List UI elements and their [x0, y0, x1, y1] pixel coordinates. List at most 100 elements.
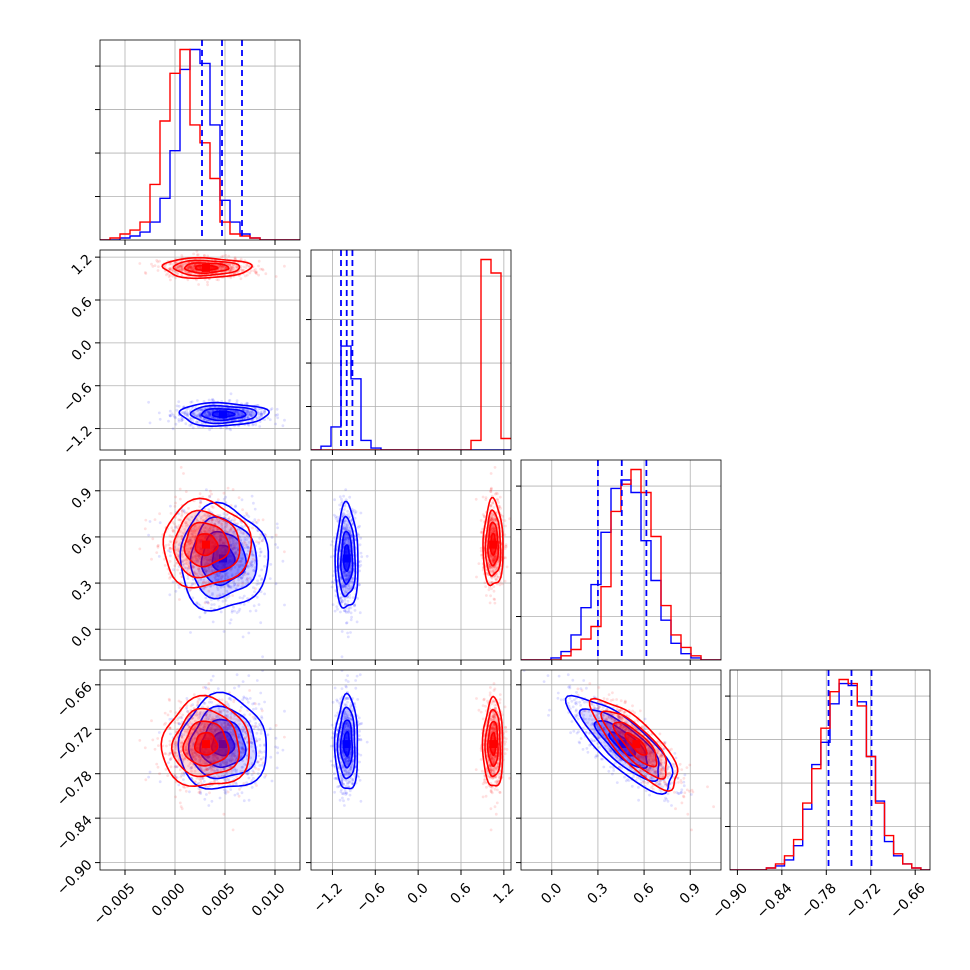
sample-point [344, 609, 348, 613]
sample-point [169, 504, 172, 508]
sample-point [244, 266, 248, 269]
sample-point [210, 492, 213, 496]
sample-point [192, 565, 196, 569]
sample-point [230, 609, 234, 613]
sample-point [201, 408, 205, 412]
sample-point [229, 788, 233, 791]
sample-point [201, 705, 205, 709]
sample-point [181, 759, 185, 762]
sample-point [175, 526, 179, 529]
sample-point [257, 414, 261, 418]
sample-point [181, 549, 185, 553]
sample-point [490, 486, 493, 490]
histogram-red-2 [521, 468, 721, 660]
sample-point [489, 488, 493, 491]
sample-point [178, 497, 182, 501]
contour-line [334, 500, 359, 609]
sample-point [182, 778, 185, 781]
sample-point [233, 505, 237, 509]
sample-point [353, 603, 357, 607]
sample-point [173, 505, 177, 508]
sample-point [250, 550, 254, 554]
sample-point [234, 770, 238, 774]
sample-point [180, 774, 184, 777]
sample-point [344, 528, 347, 532]
sample-point [232, 541, 235, 545]
sample-point [229, 544, 233, 547]
sample-point [190, 539, 194, 543]
sample-point [343, 504, 347, 508]
sample-point [336, 515, 339, 519]
sample-point [349, 606, 353, 610]
sample-point [182, 510, 186, 514]
sample-point [251, 563, 254, 567]
sample-point [236, 413, 240, 417]
sample-point [228, 540, 232, 544]
sample-point [219, 586, 223, 589]
sample-point [251, 769, 255, 773]
sample-point [259, 724, 262, 728]
sample-point [167, 761, 170, 764]
sample-point [221, 265, 225, 269]
sample-point [237, 565, 241, 569]
sample-point [260, 568, 263, 572]
sample-point [259, 412, 263, 416]
sample-point [168, 540, 172, 543]
sample-point [189, 409, 192, 412]
sample-point [184, 559, 187, 562]
sample-point [231, 265, 235, 269]
sample-point [283, 264, 286, 268]
sample-point [167, 572, 171, 576]
sample-point [186, 540, 190, 544]
sample-point [344, 577, 348, 581]
panel-3-0: −0.90−0.84−0.78−0.72−0.66−0.005 0.000 0.00… [54, 669, 301, 928]
sample-point [163, 557, 166, 561]
sample-point [198, 572, 202, 576]
histogram-red-0 [100, 48, 300, 240]
sample-point [243, 274, 247, 278]
sample-point [168, 547, 172, 550]
sample-point [210, 765, 213, 769]
sample-point [248, 609, 252, 613]
sample-point [236, 266, 239, 269]
sample-point [183, 772, 186, 775]
sample-point [246, 264, 250, 267]
sample-point [489, 504, 493, 507]
sample-point [489, 490, 493, 493]
sample-point [169, 414, 172, 418]
sample-point [263, 700, 266, 704]
sample-point [174, 525, 178, 528]
sample-point [207, 410, 210, 414]
sample-point [179, 264, 183, 268]
sample-point [147, 775, 151, 779]
sample-point [349, 611, 353, 615]
contour-line [172, 259, 241, 277]
sample-point [168, 550, 172, 554]
sample-point [489, 472, 493, 475]
sample-point [195, 713, 199, 716]
contour-line [336, 515, 357, 598]
sample-point [216, 756, 219, 760]
sample-point [191, 426, 195, 430]
sample-point [198, 555, 201, 559]
sample-point [241, 729, 245, 733]
sample-point [194, 751, 197, 755]
sample-point [195, 253, 199, 257]
sample-point [186, 411, 189, 415]
sample-point [180, 575, 184, 578]
sample-point [191, 266, 195, 270]
sample-point [215, 728, 218, 732]
sample-point [209, 527, 212, 530]
sample-point [175, 408, 179, 412]
sample-point [191, 566, 195, 569]
sample-point [192, 264, 196, 267]
sample-point [493, 601, 497, 605]
sample-point [345, 621, 349, 625]
sample-point [185, 562, 189, 566]
sample-point [227, 778, 231, 782]
sample-point [185, 697, 189, 700]
sample-point [234, 551, 238, 554]
sample-point [236, 265, 240, 269]
sample-point [216, 598, 220, 602]
sample-point [207, 755, 211, 759]
